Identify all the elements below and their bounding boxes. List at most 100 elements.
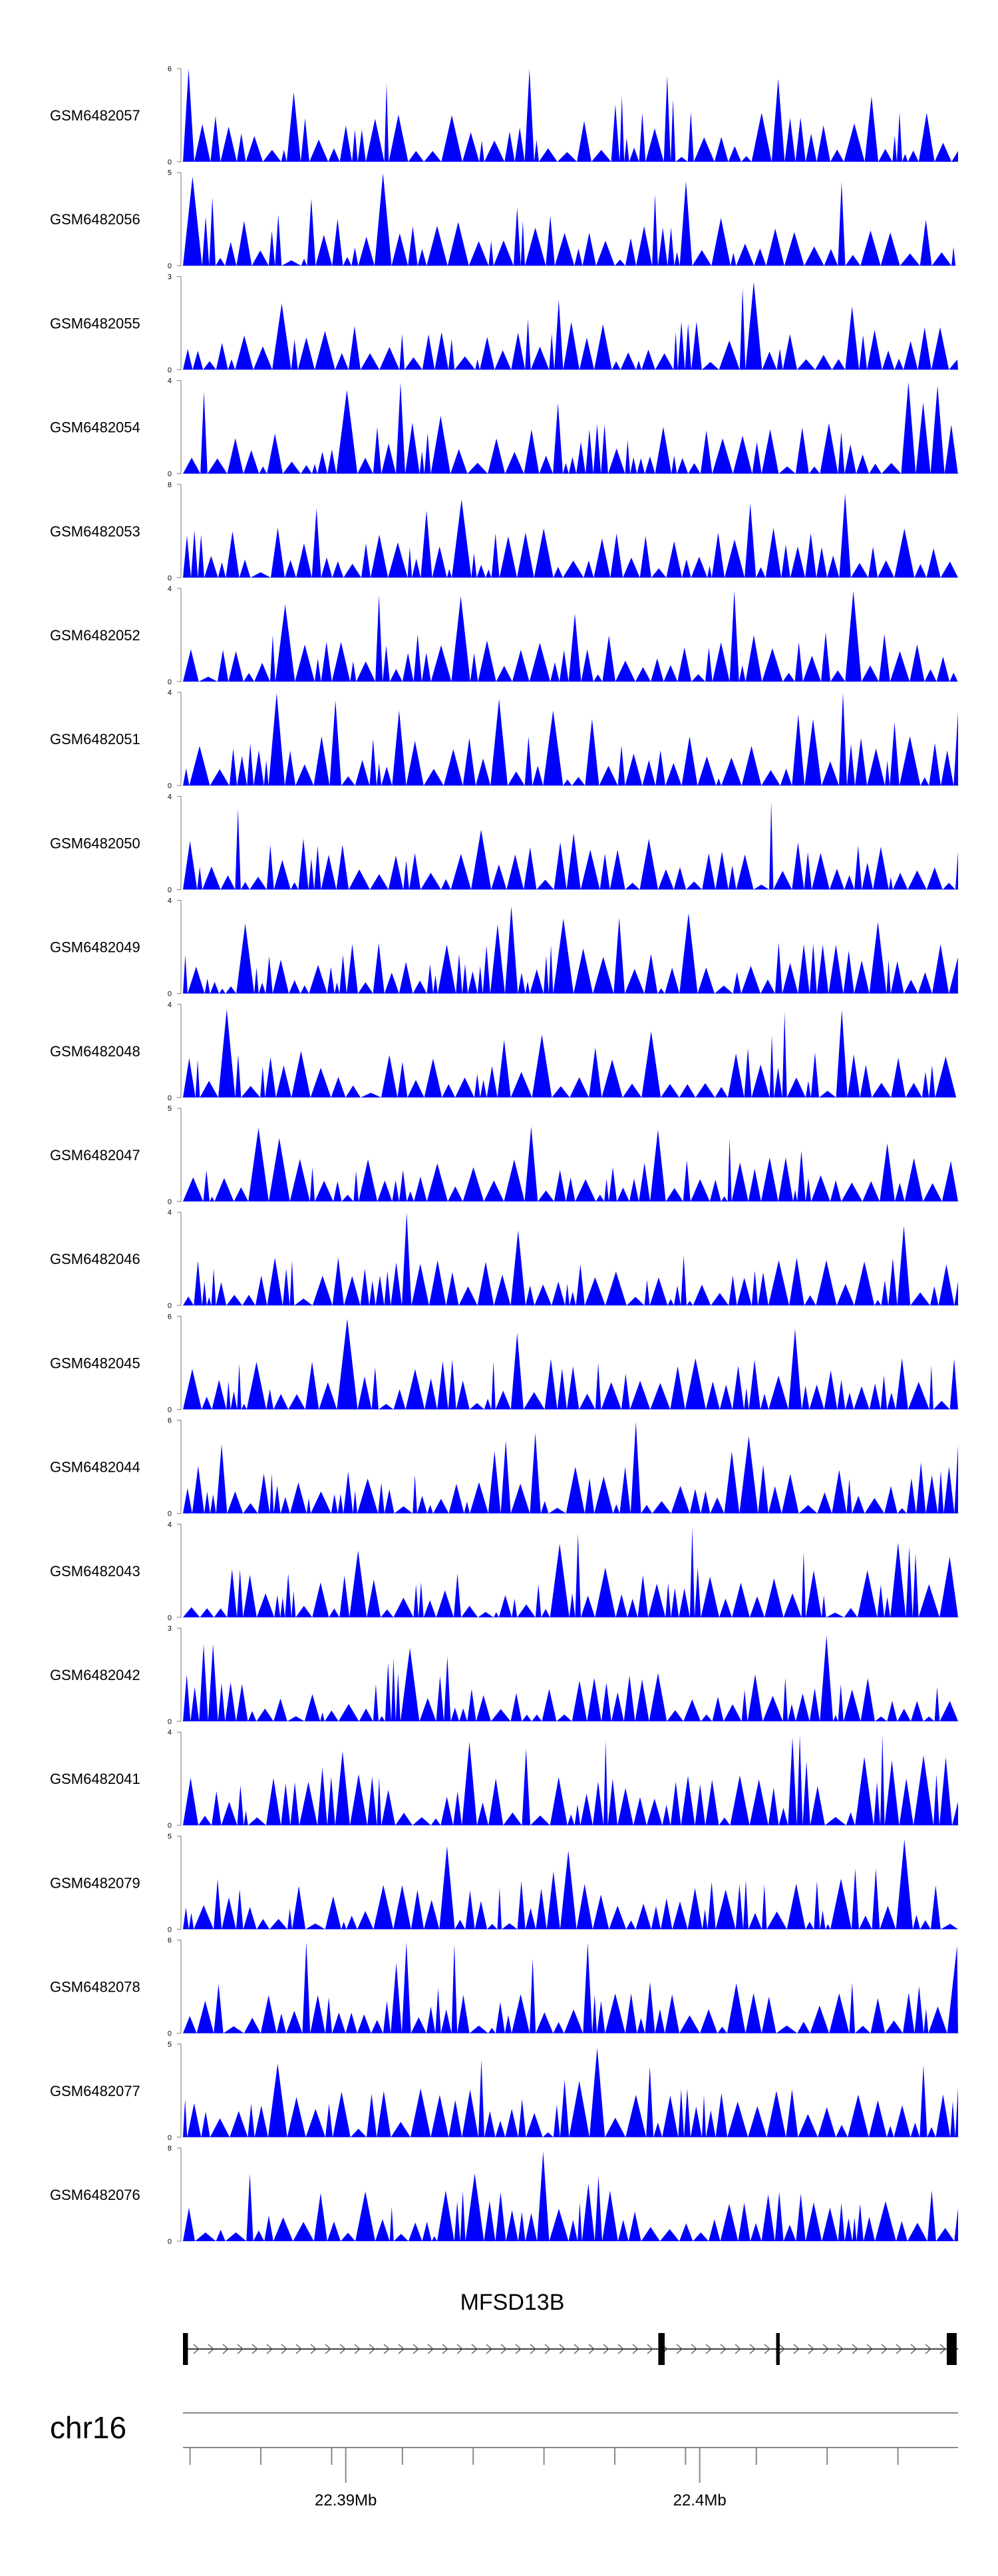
track-y-min-label: 0	[168, 1406, 172, 1414]
strand-chevron	[588, 2344, 595, 2354]
track-sample-label: GSM6482076	[50, 2187, 140, 2203]
coverage-area	[183, 1527, 958, 1617]
coverage-area	[183, 2047, 958, 2137]
strand-chevron	[647, 2344, 653, 2354]
coverage-tracks: GSM648205760GSM648205650GSM648205530GSM6…	[50, 65, 958, 2246]
track-y-max-label: 8	[168, 2145, 172, 2153]
track-y-max-label: 6	[168, 65, 172, 73]
axis-position-label: 22.39Mb	[315, 2491, 377, 2509]
strand-chevron	[398, 2344, 405, 2354]
track-y-min-label: 0	[168, 1510, 172, 1518]
coverage-track: GSM6482045 6 0	[50, 1313, 958, 1414]
strand-chevron	[208, 2344, 214, 2354]
coverage-track: GSM6482052 4 0	[50, 585, 958, 686]
track-sample-label: GSM6482079	[50, 1874, 140, 1891]
track-y-max-label: 3	[168, 1625, 172, 1633]
track-y-max-label: 5	[168, 1832, 172, 1840]
track-sample-label: GSM6482047	[50, 1147, 140, 1164]
track-y-min-label: 0	[168, 2030, 172, 2038]
strand-chevron	[603, 2344, 609, 2354]
coverage-track: GSM6482041 4 0	[50, 1729, 958, 1830]
gene-name-label: MFSD13B	[460, 2290, 565, 2315]
strand-chevron	[735, 2344, 741, 2354]
track-y-min-label: 0	[168, 1614, 172, 1622]
strand-chevron	[939, 2344, 946, 2354]
strand-chevron	[193, 2344, 200, 2354]
genome-axis-track: chr16 22.39Mb 22.4Mb	[50, 2410, 958, 2509]
track-y-min-label: 0	[168, 1718, 172, 1726]
strand-chevron	[691, 2344, 697, 2354]
coverage-track: GSM6482043 4 0	[50, 1521, 958, 1622]
track-y-min-label: 0	[168, 2238, 172, 2246]
strand-chevron	[720, 2344, 727, 2354]
coverage-area	[183, 906, 958, 994]
coverage-area	[183, 1839, 958, 1930]
strand-chevron	[486, 2344, 492, 2354]
coverage-track: GSM6482051 4 0	[50, 689, 958, 790]
track-y-max-label: 4	[168, 377, 172, 385]
track-sample-label: GSM6482048	[50, 1043, 140, 1060]
track-y-max-label: 3	[168, 273, 172, 281]
strand-chevron	[369, 2344, 375, 2354]
coverage-area	[183, 493, 958, 578]
exon-block	[183, 2333, 188, 2365]
track-sample-label: GSM6482046	[50, 1251, 140, 1267]
strand-chevron	[515, 2344, 522, 2354]
exon-block	[776, 2333, 780, 2365]
track-y-max-label: 8	[168, 481, 172, 489]
strand-chevron	[925, 2344, 931, 2354]
track-y-min-label: 0	[168, 2134, 172, 2142]
strand-chevron	[339, 2344, 346, 2354]
track-sample-label: GSM6482050	[50, 835, 140, 851]
track-sample-label: GSM6482056	[50, 211, 140, 228]
track-sample-label: GSM6482077	[50, 2083, 140, 2099]
strand-chevron	[251, 2344, 258, 2354]
track-sample-label: GSM6482044	[50, 1459, 140, 1476]
track-y-max-label: 6	[168, 1937, 172, 1945]
axis-position-label: 22.4Mb	[673, 2491, 727, 2509]
track-y-min-label: 0	[168, 574, 172, 582]
coverage-track: GSM6482055 3 0	[50, 273, 958, 374]
chromosome-label: chr16	[50, 2410, 126, 2445]
coverage-track: GSM6482044 6 0	[50, 1417, 958, 1518]
coverage-area	[183, 69, 958, 162]
track-y-max-label: 4	[168, 1001, 172, 1009]
coverage-track: GSM6482053 8 0	[50, 481, 958, 582]
track-y-min-label: 0	[168, 1198, 172, 1206]
exon-block	[658, 2333, 665, 2365]
strand-chevron	[749, 2344, 756, 2354]
track-sample-label: GSM6482049	[50, 939, 140, 956]
strand-chevron	[544, 2344, 551, 2354]
gene-exons	[183, 2333, 957, 2365]
track-y-max-label: 6	[168, 1417, 172, 1425]
strand-chevron	[910, 2344, 917, 2354]
track-sample-label: GSM6482042	[50, 1667, 140, 1683]
coverage-track: GSM6482049 4 0	[50, 897, 958, 998]
coverage-area	[183, 382, 958, 474]
strand-chevron	[427, 2344, 434, 2354]
coverage-track: GSM6482047 5 0	[50, 1105, 958, 1206]
strand-chevron	[617, 2344, 624, 2354]
strand-chevrons	[193, 2344, 946, 2354]
track-y-min-label: 0	[168, 782, 172, 790]
coverage-track: GSM6482056 5 0	[50, 169, 956, 270]
track-y-max-label: 5	[168, 169, 172, 177]
coverage-track: GSM6482054 4 0	[50, 377, 958, 479]
strand-chevron	[354, 2344, 361, 2354]
strand-chevron	[822, 2344, 829, 2354]
strand-chevron	[793, 2344, 800, 2354]
track-y-min-label: 0	[168, 158, 172, 166]
coverage-track: GSM6482078 6 0	[50, 1937, 958, 2038]
strand-chevron	[325, 2344, 331, 2354]
coverage-area	[183, 1735, 958, 1826]
coverage-track: GSM6482048 4 0	[50, 1001, 957, 1102]
track-y-min-label: 0	[168, 990, 172, 998]
track-y-max-label: 4	[168, 1521, 172, 1529]
coverage-area	[183, 2151, 958, 2241]
track-y-min-label: 0	[168, 366, 172, 374]
strand-chevron	[896, 2344, 902, 2354]
coverage-area	[183, 282, 958, 370]
track-sample-label: GSM6482043	[50, 1563, 140, 1580]
track-y-max-label: 6	[168, 1313, 172, 1321]
track-y-min-label: 0	[168, 1094, 172, 1102]
